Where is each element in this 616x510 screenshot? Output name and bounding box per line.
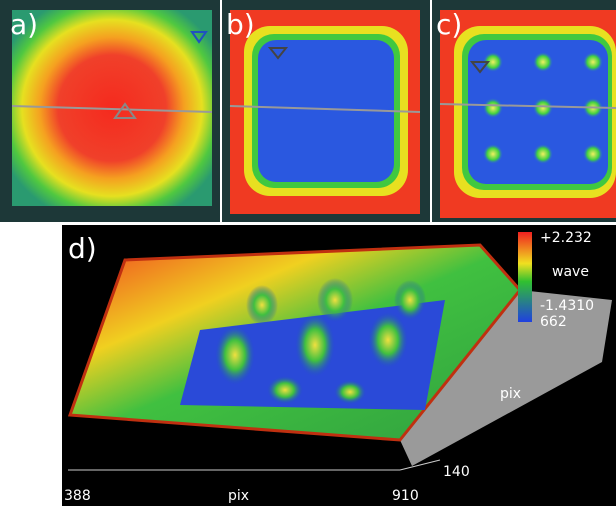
y-axis-label: pix <box>500 386 521 402</box>
x-tick: 910 <box>392 488 419 504</box>
x-axis-label: pix <box>228 488 249 504</box>
colorbar-min: -1.4310 <box>540 298 594 314</box>
x-tick: 388 <box>64 488 91 504</box>
panel-label: d) <box>68 232 97 265</box>
colorbar-title: wave <box>552 264 589 280</box>
colorbar <box>518 232 532 322</box>
figure: a) b) c) d) +2.232 wave -1.4310 662 pix … <box>0 0 616 506</box>
colorbar-extra: 662 <box>540 314 567 330</box>
panel-label: b) <box>226 8 255 41</box>
page: {"panels": {"a": {"label": "a)"}, "b": {… <box>0 0 616 506</box>
y-tick: 140 <box>443 464 470 480</box>
panel-label: a) <box>10 8 38 41</box>
panel-label: c) <box>436 8 462 41</box>
colorbar-max: +2.232 <box>540 230 592 246</box>
